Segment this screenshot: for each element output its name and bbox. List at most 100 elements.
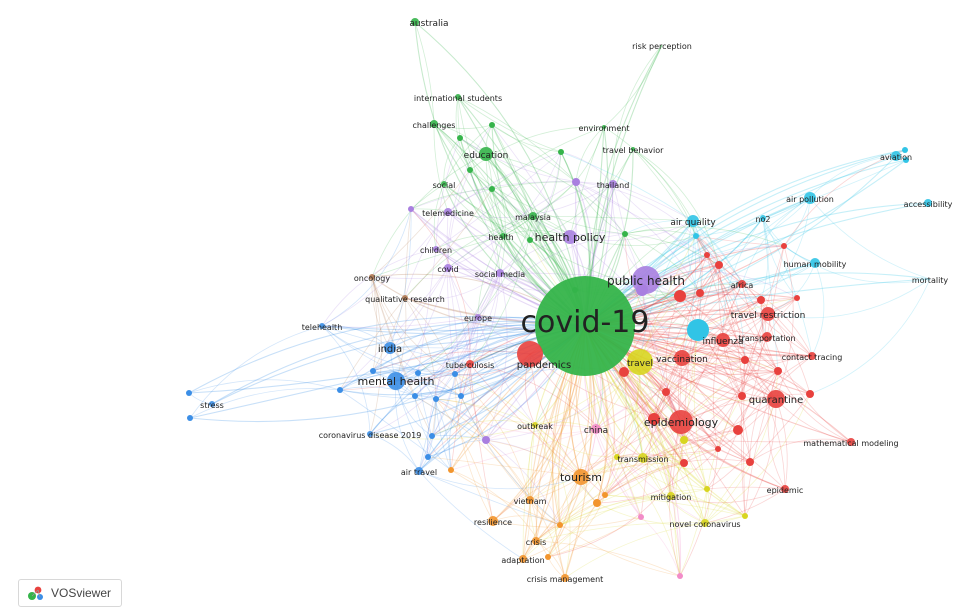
- keyword-node: [774, 367, 782, 375]
- network-edge: [639, 297, 798, 363]
- network-edge: [596, 429, 739, 504]
- network-edge: [485, 371, 625, 441]
- network-edge: [653, 299, 762, 420]
- keyword-label-education: education: [464, 151, 509, 161]
- network-edge: [339, 370, 419, 391]
- keyword-node: [489, 122, 495, 128]
- network-edge: [704, 395, 743, 524]
- network-edge: [529, 353, 606, 496]
- keyword-label-coronavirus2019: coronavirus disease 2019: [319, 431, 422, 440]
- network-edge: [435, 398, 531, 501]
- network-nodes: [186, 18, 932, 582]
- keyword-label-children: children: [420, 246, 452, 255]
- network-edge: [743, 359, 746, 517]
- network-edge: [188, 379, 341, 394]
- keyword-node-tourism: [573, 469, 589, 485]
- network-edge: [642, 457, 751, 470]
- keyword-node-qualitative: [402, 295, 408, 301]
- network-edge: [665, 339, 724, 393]
- keyword-label-australia: australia: [409, 19, 448, 29]
- keyword-label-vaccination: vaccination: [656, 355, 708, 365]
- keyword-node: [187, 415, 193, 421]
- network-edge: [522, 476, 582, 560]
- keyword-label-environment: environment: [579, 124, 630, 133]
- network-edge: [604, 488, 708, 498]
- network-edge: [584, 202, 929, 327]
- keyword-node: [742, 513, 748, 519]
- keyword-node: [687, 319, 709, 341]
- keyword-node: [558, 149, 564, 155]
- keyword-node-pandemics: [517, 341, 543, 367]
- network-edge: [485, 153, 504, 237]
- network-edge: [371, 153, 487, 278]
- network-edge: [435, 137, 461, 250]
- keyword-node-outbreak: [532, 422, 538, 428]
- keyword-node-europe: [475, 314, 481, 320]
- network-edge: [404, 297, 437, 437]
- network-edge: [809, 155, 897, 199]
- network-edge: [616, 329, 699, 458]
- network-edge: [699, 291, 762, 301]
- network-edge: [321, 325, 456, 375]
- network-edge: [447, 267, 462, 397]
- network-edge: [692, 220, 768, 338]
- network-edge: [706, 254, 746, 361]
- network-edge: [612, 183, 626, 235]
- network-edge: [692, 220, 743, 285]
- keyword-node: [693, 233, 699, 239]
- network-edge: [687, 220, 701, 294]
- network-edge: [653, 418, 706, 524]
- keyword-node-telemedicine: [444, 208, 452, 216]
- keyword-node-oncology: [369, 274, 375, 280]
- keyword-label-india: india: [378, 344, 402, 355]
- network-edge: [414, 272, 501, 397]
- network-edge: [455, 96, 471, 171]
- network-edge: [547, 516, 642, 558]
- keyword-node-travel: [627, 349, 653, 375]
- keyword-node: [370, 368, 376, 374]
- keyword-label-mortality: mortality: [912, 276, 949, 285]
- network-edge: [653, 418, 672, 497]
- network-edge: [547, 495, 672, 558]
- network-edge: [642, 448, 719, 459]
- keyword-node: [746, 458, 754, 466]
- network-edge: [595, 428, 642, 518]
- keyword-node: [715, 446, 721, 452]
- keyword-label-risk: risk perception: [632, 42, 692, 51]
- keyword-node-crisismgmt: [561, 574, 569, 582]
- network-edge: [681, 299, 762, 359]
- network-edge: [460, 395, 531, 501]
- keyword-node: [674, 290, 686, 302]
- network-edge: [435, 398, 536, 426]
- keyword-label-telehealth: telehealth: [302, 323, 343, 332]
- network-edge: [559, 495, 672, 526]
- network-edge: [603, 126, 694, 222]
- network-edge: [414, 391, 462, 397]
- network-edge: [623, 371, 685, 464]
- network-edge: [529, 239, 681, 297]
- network-edge: [369, 433, 420, 472]
- network-edge: [679, 220, 695, 297]
- network-edge: [624, 233, 683, 359]
- network-edge: [706, 254, 743, 397]
- network-edge: [477, 272, 501, 318]
- network-edge: [189, 325, 323, 419]
- keyword-label-influenza: influenza: [702, 337, 743, 347]
- network-edge: [433, 183, 445, 250]
- keyword-label-mathmodel: mathematical modeling: [803, 439, 898, 448]
- network-edge: [740, 395, 746, 517]
- network-edge: [717, 313, 769, 450]
- network-edge: [372, 297, 406, 372]
- network-edge: [534, 421, 597, 430]
- network-edge: [679, 448, 719, 577]
- network-edge: [502, 181, 577, 237]
- keyword-node: [781, 243, 787, 249]
- keyword-label-travel: travel: [627, 359, 653, 369]
- network-edge: [522, 499, 531, 560]
- network-edge: [431, 373, 456, 437]
- keyword-node-health: [500, 233, 506, 239]
- network-edge: [469, 363, 487, 441]
- network-edge: [642, 457, 708, 490]
- network-edge: [189, 388, 341, 419]
- network-edge: [679, 283, 743, 298]
